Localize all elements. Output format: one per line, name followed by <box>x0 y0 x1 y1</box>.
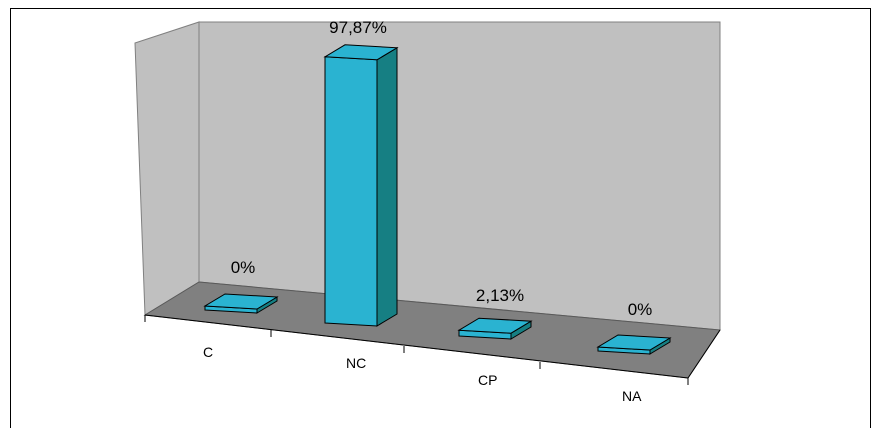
bar-na <box>596 334 672 355</box>
bar-cp <box>457 317 533 340</box>
bar-top-face <box>457 317 533 334</box>
data-label: 0% <box>628 300 653 319</box>
x-tick-label: C <box>203 344 213 360</box>
x-tick-label: CP <box>478 372 497 388</box>
chart-back-wall <box>198 21 721 331</box>
data-label: 0% <box>231 258 256 277</box>
x-tick-label: NA <box>622 388 642 404</box>
bar-nc <box>323 44 399 327</box>
bar-top-face <box>323 44 399 61</box>
x-tick-label: NC <box>346 355 366 371</box>
bar-front-face <box>324 56 378 327</box>
bar-side-face <box>376 46 398 327</box>
data-label: 97,87% <box>329 18 387 37</box>
bar-c <box>203 293 279 314</box>
x-axis-side <box>687 329 721 379</box>
chart-side-wall-face <box>134 21 200 316</box>
bar-top-face <box>596 334 672 351</box>
data-label: 2,13% <box>476 286 524 305</box>
x-axis-line <box>144 314 689 379</box>
bar-top-face <box>203 293 279 310</box>
